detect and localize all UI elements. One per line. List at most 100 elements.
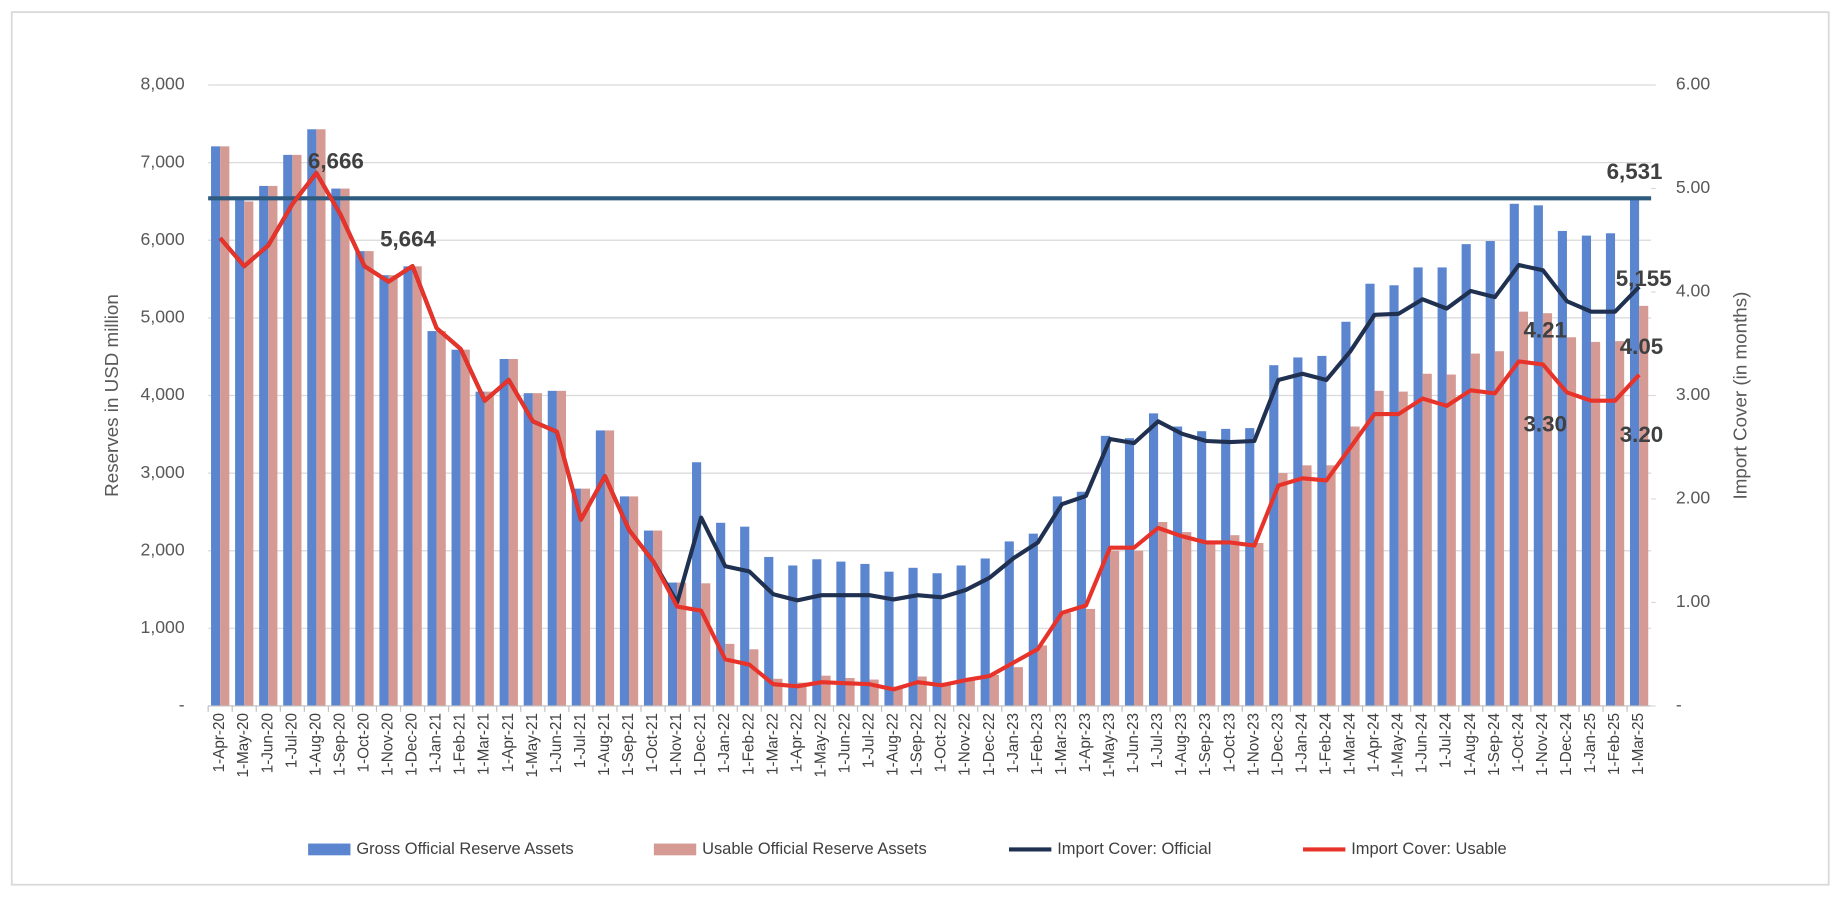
bar — [292, 154, 302, 706]
bar — [1245, 428, 1255, 706]
bar — [643, 530, 654, 706]
x-tick-label: 1-Oct-23 — [1221, 713, 1238, 772]
bar — [941, 682, 951, 706]
x-tick-label: 1-May-21 — [524, 713, 541, 777]
bar — [836, 561, 846, 706]
bar — [508, 359, 518, 706]
bar — [740, 526, 750, 706]
bar — [1100, 435, 1111, 706]
y2-tick-label: 1.00 — [1676, 591, 1711, 611]
bar — [1398, 391, 1408, 706]
x-tick-label: 1-Feb-23 — [1029, 713, 1046, 775]
bar — [812, 559, 822, 706]
bar — [1566, 337, 1577, 706]
bar — [1591, 341, 1601, 706]
bar — [1028, 533, 1038, 706]
x-tick-label: 1-Dec-22 — [981, 713, 998, 776]
bar — [1461, 244, 1471, 706]
bar — [1013, 667, 1023, 706]
x-tick-label: 1-Sep-20 — [331, 713, 348, 776]
bar — [403, 266, 413, 706]
y2-tick-label: 5.00 — [1676, 177, 1711, 197]
legend-label: Usable Official Reserve Assets — [702, 840, 927, 858]
x-tick-label: 1-Feb-25 — [1606, 713, 1623, 775]
y2-tick-label: 3.00 — [1676, 384, 1711, 404]
bar — [764, 556, 774, 706]
x-tick-label: 1-Jun-21 — [548, 713, 565, 773]
y-tick-label: 1,000 — [141, 617, 185, 637]
x-tick-label: 1-Jun-24 — [1414, 713, 1431, 774]
x-tick-label: 1-Nov-22 — [957, 713, 974, 776]
x-tick-label: 1-Nov-23 — [1245, 713, 1262, 776]
bar — [788, 565, 798, 706]
bar — [1509, 203, 1519, 706]
bar — [523, 393, 533, 706]
y2-tick-label: 4.00 — [1676, 281, 1711, 301]
bar — [571, 488, 581, 706]
y2-tick-label: 2.00 — [1676, 488, 1711, 508]
bar — [773, 678, 783, 706]
bar — [379, 275, 389, 706]
x-tick-label: 1-Jul-24 — [1438, 713, 1455, 769]
bar — [1148, 413, 1159, 706]
legend-swatch — [308, 843, 351, 856]
legend-label: Import Cover: Usable — [1351, 840, 1506, 858]
x-tick-label: 1-Sep-22 — [909, 713, 926, 776]
bar — [1422, 373, 1432, 706]
bar — [1037, 645, 1048, 706]
x-tick-label: 1-Sep-24 — [1486, 713, 1503, 776]
data-label: 3.30 — [1524, 412, 1567, 437]
bar — [1230, 535, 1240, 706]
x-tick-label: 1-Nov-20 — [380, 713, 397, 776]
y2-tick-label: 6.00 — [1676, 74, 1711, 94]
bar — [532, 393, 542, 706]
bar — [1437, 267, 1447, 706]
x-tick-label: 1-Oct-21 — [644, 713, 661, 772]
bar — [1557, 230, 1567, 706]
bar — [1615, 341, 1625, 706]
bar — [451, 349, 461, 706]
x-tick-label: 1-Mar-23 — [1053, 713, 1070, 775]
bar — [917, 676, 927, 706]
bar — [1269, 365, 1279, 706]
bar — [1052, 496, 1062, 706]
bar — [677, 582, 687, 706]
bar — [1076, 491, 1086, 706]
bar — [1254, 542, 1264, 706]
bar — [1542, 313, 1553, 706]
bar — [980, 558, 990, 706]
x-tick-label: 1-Sep-23 — [1197, 713, 1214, 776]
bar — [235, 197, 245, 706]
bar — [340, 188, 350, 706]
bar — [1326, 465, 1336, 706]
x-tick-label: 1-Jul-22 — [861, 713, 878, 768]
bar — [1004, 541, 1014, 706]
bar — [412, 266, 422, 706]
bar — [547, 390, 557, 706]
y-tick-label: 4,000 — [141, 384, 185, 404]
y-tick-label: 3,000 — [141, 462, 185, 482]
bar — [1302, 465, 1312, 706]
bar — [556, 390, 567, 706]
bar — [1581, 235, 1592, 706]
bar — [797, 682, 807, 706]
y2-tick-label: - — [1676, 695, 1682, 715]
bar — [1173, 426, 1183, 706]
bar — [1124, 438, 1135, 706]
y-tick-label: - — [179, 695, 185, 715]
bar — [1389, 285, 1399, 706]
x-tick-label: 1-Aug-24 — [1462, 713, 1479, 776]
x-tick-label: 1-Aug-20 — [307, 713, 324, 776]
bar — [211, 146, 221, 706]
bar — [1446, 374, 1456, 706]
x-tick-label: 1-Dec-23 — [1269, 713, 1286, 776]
legend-label: Import Cover: Official — [1057, 840, 1211, 858]
x-tick-label: 1-Dec-20 — [404, 713, 421, 776]
x-tick-label: 1-May-22 — [812, 713, 829, 777]
x-tick-label: 1-Apr-22 — [788, 713, 805, 772]
bar — [956, 565, 966, 706]
data-label: 6,531 — [1607, 159, 1663, 184]
bar — [629, 496, 639, 706]
bar — [1374, 390, 1384, 706]
x-tick-label: 1-Mar-25 — [1630, 713, 1647, 775]
